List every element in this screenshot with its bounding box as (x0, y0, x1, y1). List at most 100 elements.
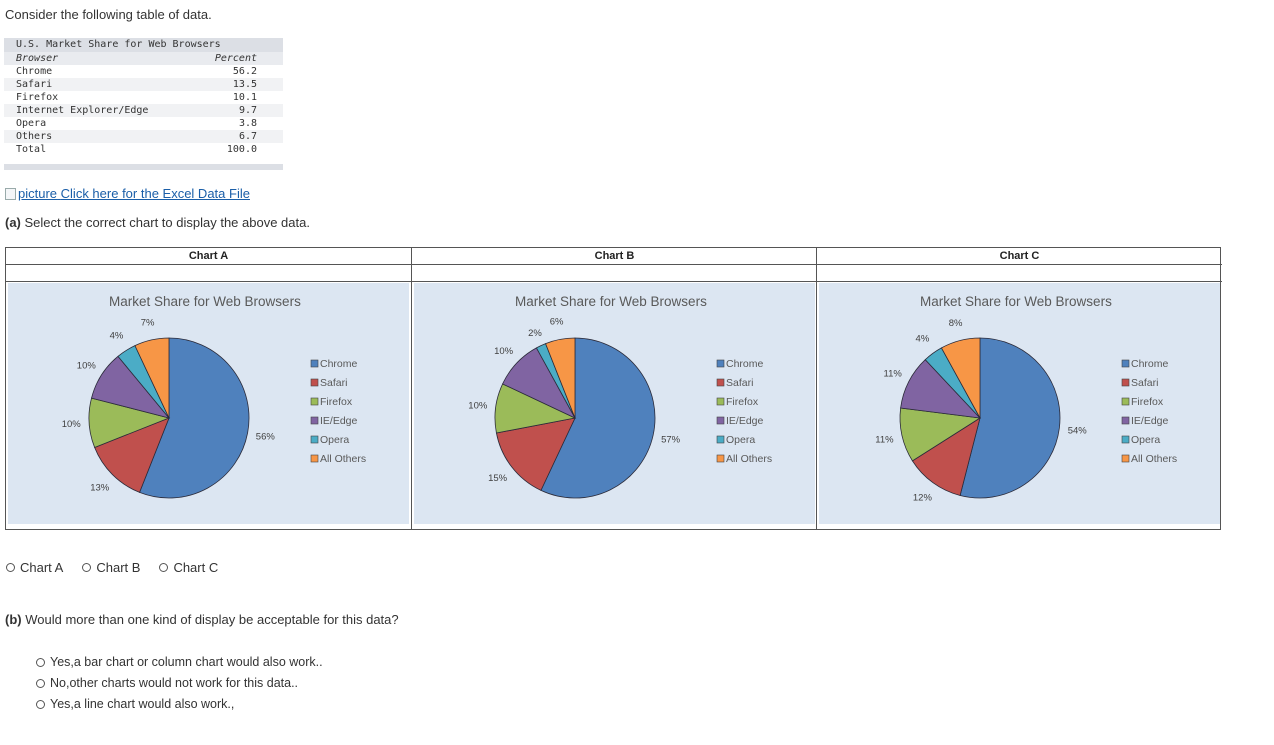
legend-label: Safari (726, 377, 753, 389)
legend-swatch (1121, 435, 1130, 444)
choice-chart-a[interactable]: Chart A (6, 560, 63, 575)
question-a: (a) Select the correct chart to display … (5, 215, 310, 230)
chart-b-panel: Market Share for Web Browsers 57% 15% 10% 10… (414, 283, 815, 524)
pie-slice-chrome (540, 337, 656, 499)
header-percent: Percent (214, 53, 257, 64)
chart-column-b: Chart B Market Share for Web Browsers 57%… (411, 248, 817, 529)
cell-percent: 13.5 (232, 79, 257, 90)
pie-data-label: 15% (488, 473, 508, 484)
legend-swatch (1121, 416, 1130, 425)
radio-icon[interactable] (36, 678, 45, 688)
pie-data-label: 2% (528, 328, 542, 339)
legend-label: Chrome (320, 358, 358, 370)
legend-label: All Others (1131, 453, 1177, 465)
pie-data-label: 10% (494, 346, 514, 357)
legend-swatch (1121, 378, 1130, 387)
legend-label: Firefox (1131, 396, 1164, 408)
chart-a-heading: Chart A (6, 248, 411, 265)
pie-data-label: 11% (875, 434, 894, 445)
legend-label: IE/Edge (320, 415, 358, 427)
pie-data-label: 6% (550, 317, 564, 328)
radio-icon[interactable] (159, 563, 169, 572)
cell-browser: Opera (16, 118, 47, 129)
chart-b-heading: Chart B (412, 248, 817, 265)
answer-b-choices: Yes,a bar chart or column chart would al… (36, 655, 342, 718)
choice-chart-b[interactable]: Chart B (82, 560, 140, 575)
pie-slice-all-others (940, 337, 981, 419)
pie-slice-safari (495, 417, 576, 491)
cell-percent: 6.7 (238, 131, 257, 142)
pie-data-label: 4% (110, 330, 124, 341)
pie-slice-all-others (134, 337, 170, 419)
legend-swatch (716, 397, 725, 406)
chart-b-spacer (412, 265, 817, 282)
legend-label: Safari (320, 377, 347, 389)
question-b-text: Would more than one kind of display be a… (25, 612, 399, 627)
chart-c-panel: Market Share for Web Browsers 54% 12% 11% 11… (819, 283, 1220, 524)
legend-swatch (716, 416, 725, 425)
legend-swatch (716, 454, 725, 463)
link-alt-text: picture (18, 186, 58, 201)
legend-swatch (1121, 397, 1130, 406)
legend-label: Opera (320, 434, 349, 446)
chart-c-svg: Market Share for Web Browsers 54% 12% 11% 11… (875, 294, 1177, 503)
pie-slice-chrome (959, 337, 1061, 499)
pie-slice-chrome (139, 337, 250, 499)
radio-icon[interactable] (6, 563, 15, 572)
intro-text: Consider the following table of data. (5, 7, 212, 22)
table-row: Opera 3.8 (4, 117, 283, 130)
choice-line-chart[interactable]: Yes,a line chart would also work., (36, 697, 323, 711)
choice-label: No,other charts would not work for this … (50, 676, 299, 690)
legend-swatch (1121, 454, 1130, 463)
legend-label: All Others (320, 453, 366, 465)
table-row: Chrome 56.2 (4, 65, 283, 78)
question-b: (b) Would more than one kind of display … (5, 612, 399, 627)
cell-browser: Internet Explorer/Edge (16, 105, 149, 116)
pie-data-label: 7% (141, 317, 155, 328)
legend-swatch (310, 454, 319, 463)
excel-data-link[interactable]: picture Click here for the Excel Data Fi… (5, 186, 250, 201)
pie-data-label: 56% (256, 431, 276, 442)
choice-label: Yes,a bar chart or column chart would al… (50, 655, 323, 669)
pie-data-label: 11% (884, 369, 903, 380)
legend-label: Chrome (726, 358, 764, 370)
cell-browser: Others (16, 131, 53, 142)
chart-a-panel: Market Share for Web Browsers 56% 13% 10% 10… (8, 283, 409, 524)
pie-data-label: 54% (1068, 425, 1088, 436)
radio-icon[interactable] (82, 563, 92, 572)
chart-a-svg: Market Share for Web Browsers 56% 13% 10% 10… (62, 294, 366, 499)
radio-icon[interactable] (36, 699, 45, 709)
pie-slice-all-others (545, 337, 576, 419)
charts-table: Chart A Market Share for Web Browsers 56%… (5, 247, 1222, 530)
chart-a-spacer (6, 265, 411, 282)
table-row: Total 100.0 (4, 143, 283, 156)
legend-label: Opera (726, 434, 755, 446)
chart-b-svg: Market Share for Web Browsers 57% 15% 10% 10… (468, 294, 772, 499)
choice-bar-column[interactable]: Yes,a bar chart or column chart would al… (36, 655, 323, 669)
chart-title: Market Share for Web Browsers (109, 294, 301, 309)
cell-browser: Firefox (16, 92, 59, 103)
cell-browser: Safari (16, 79, 53, 90)
chart-c-heading: Chart C (817, 248, 1222, 265)
legend-label: All Others (726, 453, 772, 465)
choice-label: Chart C (173, 560, 219, 575)
legend-label: Opera (1131, 434, 1160, 446)
pie-data-label: 10% (77, 361, 97, 372)
broken-image-icon (5, 187, 16, 200)
radio-icon[interactable] (36, 657, 45, 667)
legend-label: IE/Edge (1131, 415, 1169, 427)
choice-chart-c[interactable]: Chart C (159, 560, 218, 575)
pie-data-label: 4% (916, 334, 930, 345)
chart-column-a: Chart A Market Share for Web Browsers 56%… (6, 248, 411, 529)
chart-title: Market Share for Web Browsers (515, 294, 707, 309)
legend-swatch (1121, 359, 1130, 368)
choice-no-other[interactable]: No,other charts would not work for this … (36, 676, 323, 690)
cell-percent: 56.2 (232, 66, 257, 77)
legend-label: IE/Edge (726, 415, 764, 427)
market-share-table: U.S. Market Share for Web Browsers Brows… (4, 38, 283, 170)
question-a-prefix: (a) (5, 215, 21, 230)
choice-label: Yes,a line chart would also work., (50, 697, 235, 711)
cell-browser: Chrome (16, 66, 53, 77)
pie-data-label: 10% (62, 419, 82, 430)
legend-swatch (310, 359, 319, 368)
